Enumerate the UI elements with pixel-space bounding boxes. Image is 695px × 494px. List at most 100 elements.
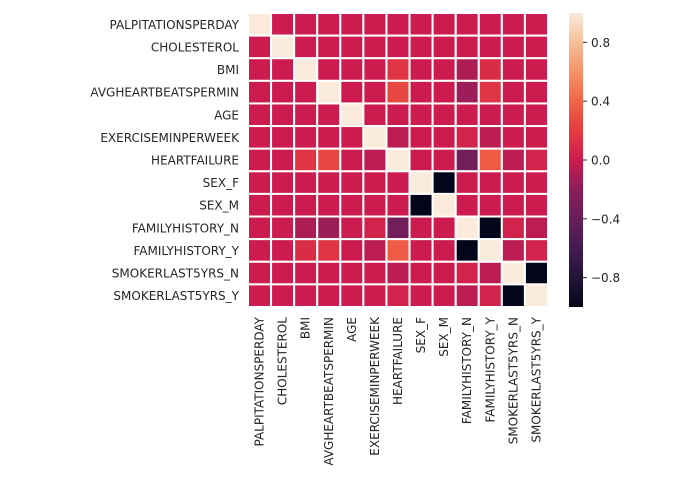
heatmap-cell-4-4: [339, 102, 365, 128]
heatmap-cell-1-2: [293, 34, 319, 60]
heatmap-cell-6-2: [293, 147, 319, 173]
y-tick-label-2: BMI: [217, 63, 239, 77]
heatmap-cell-6-11: [500, 147, 526, 173]
heatmap-cell-2-9: [454, 57, 480, 82]
heatmap-cell-9-2: [293, 215, 319, 241]
heatmap-cell-4-2: [293, 102, 319, 128]
heatmap-cell-8-2: [293, 192, 319, 218]
heatmap-cell-12-12: [523, 283, 549, 309]
heatmap-cell-6-4: [339, 147, 365, 173]
heatmap-cell-11-1: [270, 260, 296, 286]
heatmap-cell-0-12: [523, 12, 549, 37]
heatmap-cell-10-10: [477, 238, 503, 263]
heatmap-cell-7-10: [477, 170, 503, 195]
heatmap-cell-10-4: [339, 238, 365, 263]
heatmap-cell-4-9: [454, 102, 480, 128]
heatmap-cell-1-10: [477, 34, 503, 60]
heatmap-cell-9-12: [523, 215, 549, 241]
heatmap-cell-11-8: [431, 260, 457, 286]
heatmap-cell-2-12: [523, 57, 549, 82]
heatmap-cell-7-4: [339, 170, 365, 195]
y-tick-label-7: SEX_F: [203, 176, 239, 190]
x-tick-label-3: AVGHEARTBEATSPERMIN: [322, 317, 336, 466]
y-tick-label-4: AGE: [214, 108, 239, 122]
heatmap-cell-1-7: [408, 34, 434, 60]
heatmap-cell-0-5: [362, 12, 388, 37]
heatmap-cell-11-6: [385, 260, 411, 286]
heatmap-cell-0-4: [339, 12, 365, 37]
heatmap-cell-9-11: [500, 215, 526, 241]
heatmap-cell-8-10: [477, 192, 503, 218]
heatmap-cell-7-0: [247, 170, 273, 195]
heatmap-cell-4-10: [477, 102, 503, 128]
heatmap-cell-8-1: [270, 192, 296, 218]
heatmap-cell-5-8: [431, 125, 457, 150]
heatmap-cell-3-2: [293, 79, 319, 105]
heatmap-cell-5-11: [500, 125, 526, 150]
heatmap-cell-1-5: [362, 34, 388, 60]
heatmap-cell-1-12: [523, 34, 549, 60]
heatmap-cell-9-7: [408, 215, 434, 241]
heatmap-cell-7-8: [431, 170, 457, 195]
heatmap-cell-6-7: [408, 147, 434, 173]
heatmap-cell-10-5: [362, 238, 388, 263]
heatmap-cell-10-3: [316, 238, 342, 263]
heatmap-cells: [247, 12, 549, 309]
heatmap-cell-2-1: [270, 57, 296, 82]
heatmap-cell-12-8: [431, 283, 457, 309]
heatmap-cell-2-8: [431, 57, 457, 82]
heatmap-cell-4-3: [316, 102, 342, 128]
heatmap-cell-7-3: [316, 170, 342, 195]
heatmap-cell-1-8: [431, 34, 457, 60]
heatmap-cell-2-7: [408, 57, 434, 82]
heatmap-cell-2-3: [316, 57, 342, 82]
heatmap-cell-8-12: [523, 192, 549, 218]
heatmap-cell-5-2: [293, 125, 319, 150]
heatmap-cell-3-9: [454, 79, 480, 105]
heatmap-cell-0-2: [293, 12, 319, 37]
colorbar-ticks: 0.8 0.4 0.0 −0.4 −0.8: [583, 36, 620, 285]
heatmap-cell-10-2: [293, 238, 319, 263]
heatmap-cell-5-3: [316, 125, 342, 150]
y-tick-label-11: SMOKERLAST5YRS_N: [112, 267, 239, 281]
heatmap-cell-7-7: [408, 170, 434, 195]
heatmap-cell-12-4: [339, 283, 365, 309]
heatmap-cell-5-10: [477, 125, 503, 150]
x-tick-label-4: AGE: [345, 317, 359, 342]
heatmap-cell-2-10: [477, 57, 503, 82]
heatmap-cell-9-6: [385, 215, 411, 241]
x-tick-label-11: SMOKERLAST5YRS_N: [506, 317, 520, 444]
y-tick-label-1: CHOLESTEROL: [151, 40, 239, 54]
heatmap-cell-11-11: [500, 260, 526, 286]
y-tick-labels: PALPITATIONSPERDAY CHOLESTEROL BMI AVGHEART…: [90, 18, 240, 303]
heatmap-cell-7-11: [500, 170, 526, 195]
heatmap-cell-4-6: [385, 102, 411, 128]
heatmap-cell-6-12: [523, 147, 549, 173]
heatmap-cell-4-5: [362, 102, 388, 128]
y-tick-label-3: AVGHEARTBEATSPERMIN: [90, 86, 239, 100]
y-tick-label-10: FAMILYHISTORY_Y: [133, 244, 239, 258]
heatmap-cell-12-6: [385, 283, 411, 309]
x-tick-label-2: BMI: [299, 317, 313, 339]
heatmap-cell-6-1: [270, 147, 296, 173]
heatmap-cell-12-3: [316, 283, 342, 309]
heatmap-cell-3-11: [500, 79, 526, 105]
heatmap-cell-10-1: [270, 238, 296, 263]
heatmap-cell-3-7: [408, 79, 434, 105]
x-tick-label-10: FAMILYHISTORY_Y: [483, 316, 497, 422]
heatmap-cell-4-12: [523, 102, 549, 128]
heatmap-cell-10-7: [408, 238, 434, 263]
x-tick-label-7: SEX_F: [414, 317, 428, 353]
heatmap-cell-5-7: [408, 125, 434, 150]
heatmap-cell-0-10: [477, 12, 503, 37]
heatmap-cell-7-1: [270, 170, 296, 195]
heatmap-cell-12-7: [408, 283, 434, 309]
heatmap-cell-12-1: [270, 283, 296, 309]
heatmap-cell-11-5: [362, 260, 388, 286]
x-tick-label-12: SMOKERLAST5YRS_Y: [529, 316, 543, 442]
heatmap-cell-9-5: [362, 215, 388, 241]
heatmap-cell-12-2: [293, 283, 319, 309]
x-tick-label-6: HEARTFAILURE: [391, 317, 405, 405]
heatmap-cell-8-8: [431, 192, 457, 218]
heatmap-cell-1-9: [454, 34, 480, 60]
